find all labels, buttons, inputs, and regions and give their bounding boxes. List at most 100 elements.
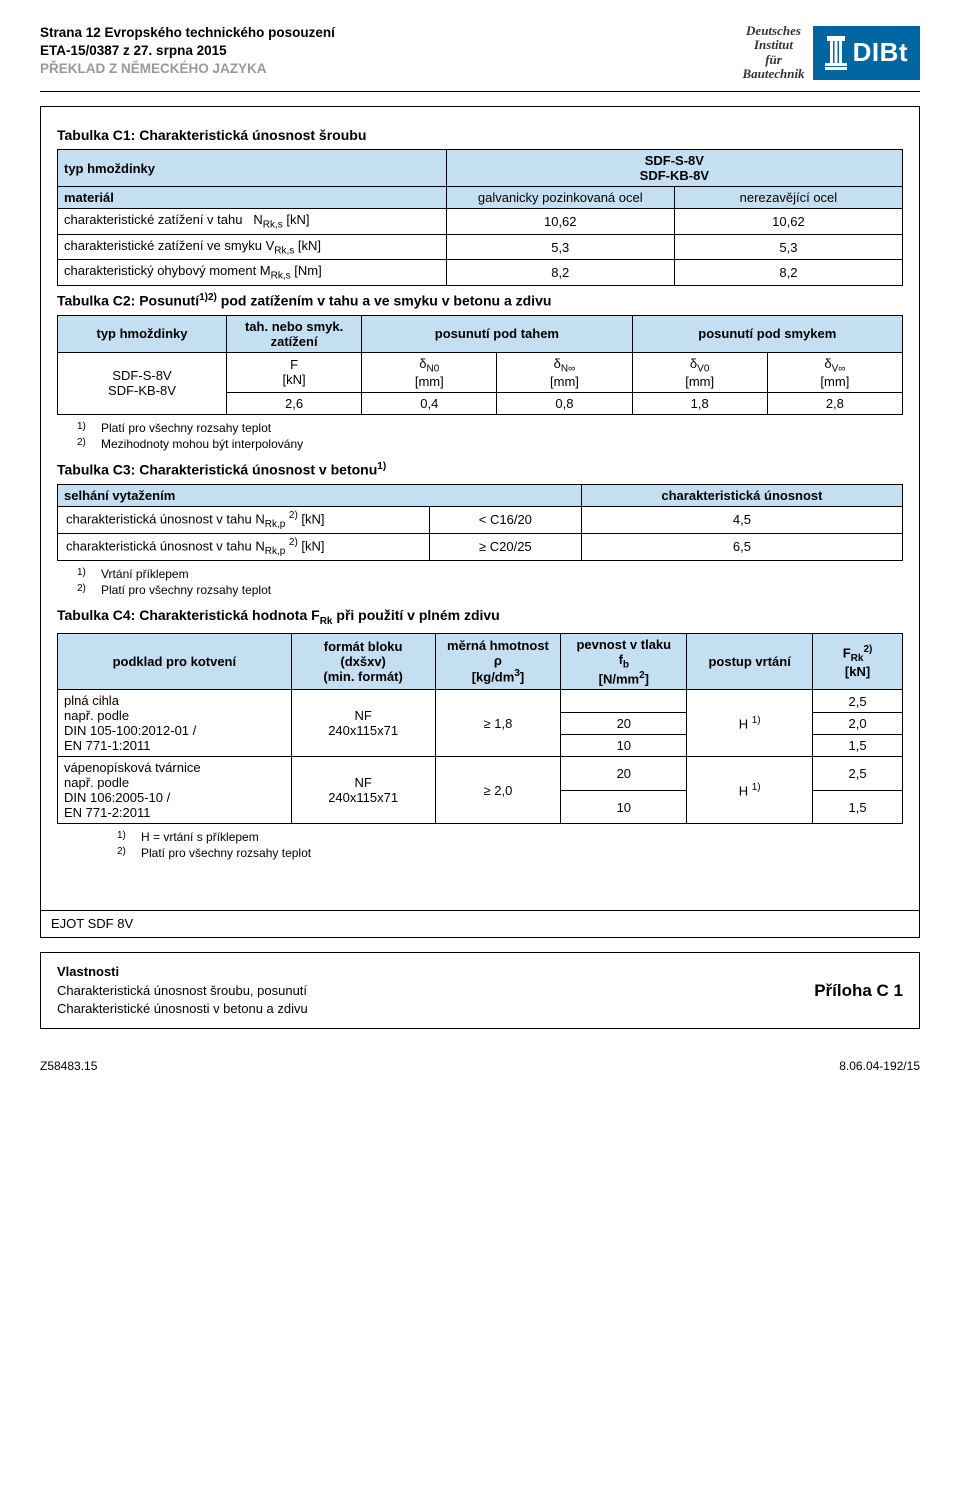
c3-r1-sub: Rk,p — [265, 519, 286, 530]
dibt-text-3: für — [742, 53, 804, 67]
c4-h2a: formát bloku — [298, 639, 429, 654]
c4-r1-H-sup: 1) — [752, 715, 761, 726]
c4-h6a-sub2: Rk — [851, 653, 864, 664]
c1-mat-c2: nerezavějící ocel — [674, 187, 902, 209]
c4-r1-label: plná cihla např. podle DIN 105-100:2012-… — [58, 690, 292, 757]
c1-r2-v1: 5,3 — [446, 234, 674, 260]
c2-dn0: δN0[mm] — [362, 352, 497, 393]
c4-h6: FRk2) [kN] — [813, 633, 903, 690]
c3-row1: charakteristická únosnost v tahu NRk,p 2… — [58, 506, 903, 533]
c3-table: selhání vytažením charakteristická únosn… — [57, 484, 903, 561]
dibt-text: Deutsches Institut für Bautechnik — [742, 24, 804, 81]
c2-dv0-sub: V0 — [697, 363, 709, 374]
c4-r2-rho: ≥ 2,0 — [435, 757, 561, 824]
page-footer: Z58483.15 8.06.04-192/15 — [0, 1049, 960, 1085]
c2-typ2: SDF-KB-8V — [64, 383, 220, 398]
c2-vF: 2,6 — [227, 393, 362, 415]
ejot-text: EJOT SDF 8V — [51, 916, 133, 931]
c1-row1: charakteristické zatížení v tahu NRk,s [… — [58, 209, 903, 235]
c2-dv0-u: [mm] — [685, 374, 714, 389]
c4-r2-nf-b: 240x115x71 — [298, 790, 429, 805]
c1-r1-v1: 10,62 — [446, 209, 674, 235]
c1-r3-sub: Rk,s — [271, 271, 291, 282]
c4-h6b: [kN] — [819, 664, 896, 679]
c2-title: Tabulka C2: Posunutí1)2) pod zatížením v… — [57, 292, 903, 309]
c4-h3: měrná hmotnost ρ [kg/dm3] — [435, 633, 561, 690]
c4-r1-v1: 2,5 — [813, 690, 903, 712]
c2-dn0-s: δ — [419, 356, 426, 371]
content-box: Tabulka C1: Charakteristická únosnost šr… — [40, 106, 920, 911]
c4-h4c-end: ] — [645, 671, 649, 686]
header-line3: PŘEKLAD Z NĚMECKÉHO JAZYKA — [40, 60, 335, 78]
c4-r2-label: vápenopísková tvárnice např. podle DIN 1… — [58, 757, 292, 824]
c2-dni-s: δ — [554, 356, 561, 371]
c1-row3: charakteristický ohybový moment MRk,s [N… — [58, 260, 903, 286]
c4-r1-H: H 1) — [687, 690, 813, 757]
dibt-logo: DIBt — [813, 26, 920, 80]
attach-b: Vlastnosti — [57, 963, 308, 981]
c2-dni-sub: N∞ — [561, 363, 575, 374]
c1-r3-v2: 8,2 — [674, 260, 902, 286]
c2-dni-u: [mm] — [550, 374, 579, 389]
c4-h3b: ρ — [442, 653, 555, 668]
c4-title-a: Tabulka C4: Charakteristická hodnota F — [57, 607, 320, 623]
c4-h2c: (min. formát) — [298, 669, 429, 684]
c1-r1-v2: 10,62 — [674, 209, 902, 235]
c4-r2-nf: NF 240x115x71 — [291, 757, 435, 824]
c4-r2-l4: EN 771-2:2011 — [64, 805, 285, 820]
attach-l2: Charakteristické únosnosti v betonu a zd… — [57, 1000, 308, 1018]
c2-title-b: pod zatížením v tahu a ve smyku v betonu… — [217, 293, 552, 309]
c3-r2-sup: 2) — [289, 537, 298, 548]
c3-fn2: Platí pro všechny rozsahy teplot — [101, 583, 271, 597]
c2-dv0: δV0[mm] — [632, 352, 767, 393]
c2-typ1: SDF-S-8V — [64, 368, 220, 383]
c4-r1-l2: např. podle — [64, 708, 285, 723]
c4-h6-sup: 2) — [863, 644, 872, 655]
c2-dvi: δV∞[mm] — [767, 352, 902, 393]
c3-title: Tabulka C3: Charakteristická únosnost v … — [57, 461, 903, 478]
footer-left: Z58483.15 — [40, 1059, 97, 1073]
c4-r2-H: H 1) — [687, 757, 813, 824]
c3-r1v: 4,5 — [581, 506, 902, 533]
c4-h1: podklad pro kotvení — [58, 633, 292, 690]
dibt-text-2: Institut — [742, 38, 804, 52]
c4-title-b: při použití v plném zdivu — [333, 607, 500, 623]
c4-h5: postup vrtání — [687, 633, 813, 690]
c4-h4b-sub: b — [623, 659, 629, 670]
c2-vni: 0,8 — [497, 393, 632, 415]
c3-r2-sub: Rk,p — [265, 546, 286, 557]
c4-r1-H-t: H — [739, 717, 752, 732]
c1-row2: charakteristické zatížení ve smyku VRk,s… — [58, 234, 903, 260]
c4-h3c-end: ] — [520, 670, 524, 685]
dibt-text-4: Bautechnik — [742, 67, 804, 81]
c4-r2-H-sup: 1) — [752, 782, 761, 793]
c4-r1-fb10: 10 — [561, 735, 687, 757]
c4-r2-fb20: 20 — [561, 757, 687, 791]
c2-dvi-u: [mm] — [820, 374, 849, 389]
c4-r1-nf-a: NF — [298, 708, 429, 723]
c4-r1-l4: EN 771-1:2011 — [64, 738, 285, 753]
c2-table: typ hmoždinky tah. nebo smyk. zatížení p… — [57, 315, 903, 416]
c4-fn2: Platí pro všechny rozsahy teplot — [141, 846, 311, 860]
c4-row2: vápenopísková tvárnice např. podle DIN 1… — [58, 757, 903, 791]
c3-title-sup: 1) — [377, 461, 386, 472]
c3-title-a: Tabulka C3: Charakteristická únosnost v … — [57, 462, 377, 478]
c1-r1-c: [kN] — [283, 212, 310, 227]
c4-r1-nf-b: 240x115x71 — [298, 723, 429, 738]
c1-r1-sub: Rk,s — [263, 220, 283, 231]
c1-r2-a: charakteristické zatížení ve smyku V — [64, 238, 274, 253]
c3-r1-unit: [kN] — [298, 511, 325, 526]
c3-r2-unit: [kN] — [298, 538, 325, 553]
c2-vvi: 2,8 — [767, 393, 902, 415]
c4-r1-nf: NF 240x115x71 — [291, 690, 435, 757]
c1-typ-label: typ hmoždinky — [58, 150, 447, 187]
c1-r3-a: charakteristický ohybový moment M — [64, 263, 271, 278]
c1-typ-v1: SDF-S-8V — [453, 153, 896, 168]
c4-title-sub: Rk — [320, 616, 333, 627]
c2-title-sup: 1)2) — [199, 292, 217, 303]
c3-h2: charakteristická únosnost — [581, 484, 902, 506]
c4-r2-v2: 1,5 — [813, 790, 903, 824]
header-left: Strana 12 Evropského technického posouze… — [40, 24, 335, 79]
c2-fn1: Platí pro všechny rozsahy teplot — [101, 421, 271, 435]
c4-row1: plná cihla např. podle DIN 105-100:2012-… — [58, 690, 903, 712]
